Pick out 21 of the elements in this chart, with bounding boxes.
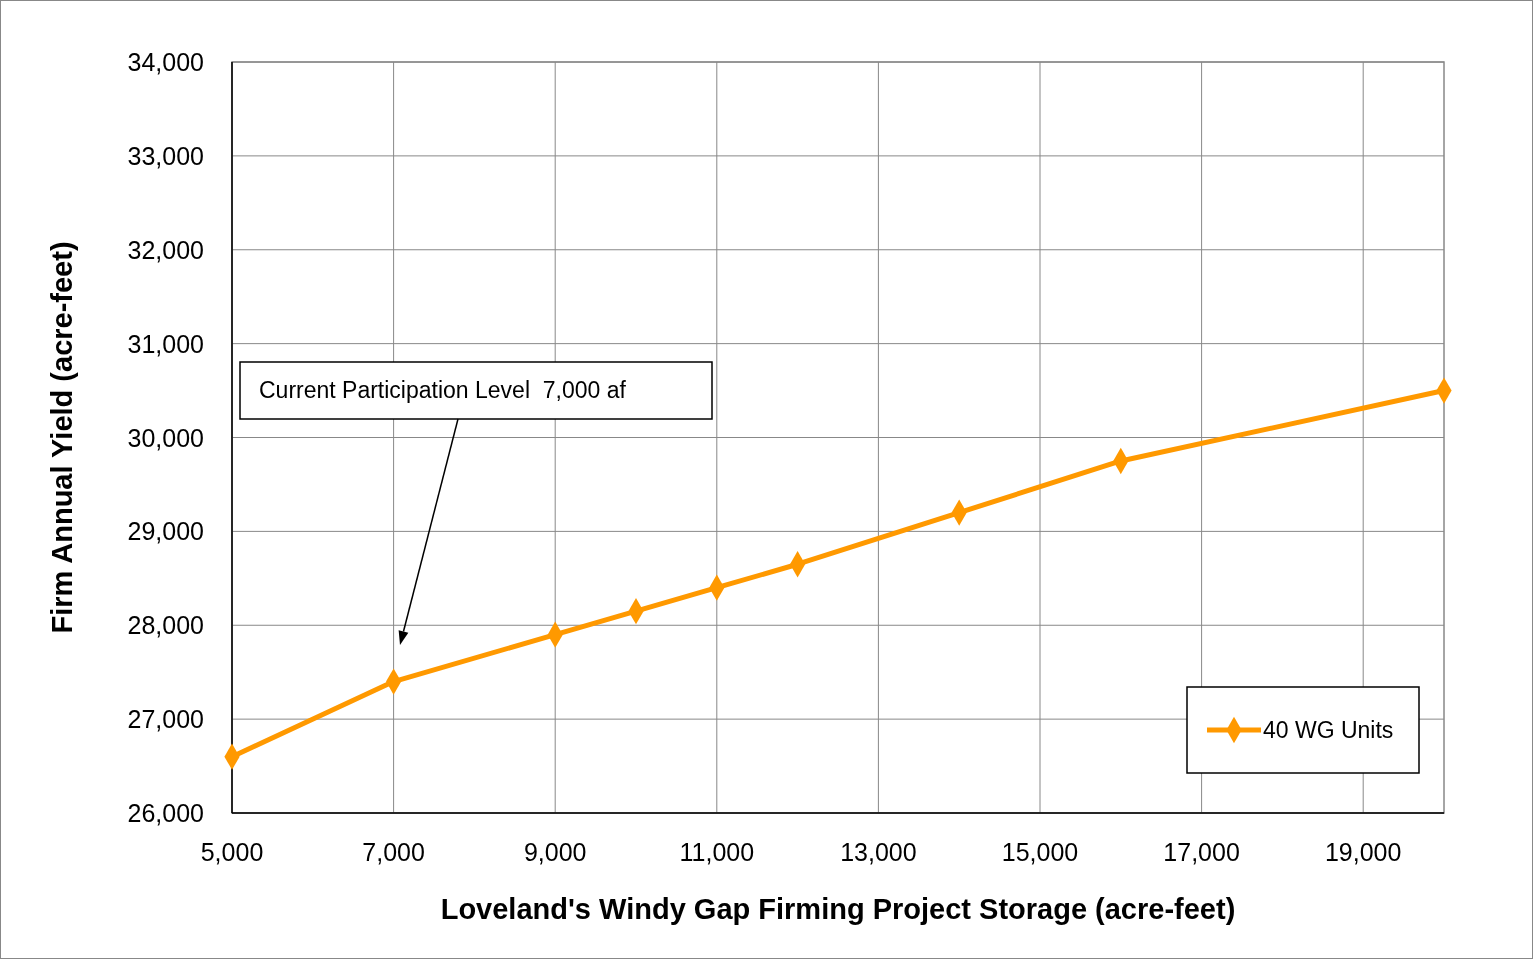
y-axis-title: Firm Annual Yield (acre-feet) (46, 241, 78, 634)
x-tick-label: 7,000 (362, 838, 425, 866)
x-axis-title: Loveland's Windy Gap Firming Project Storage (acre-feet) (440, 893, 1236, 925)
legend-label: 40 WG Units (1263, 717, 1394, 743)
y-tick-label: 32,000 (127, 235, 204, 264)
x-tick-label: 15,000 (1001, 838, 1079, 866)
y-tick-label: 27,000 (127, 705, 204, 734)
y-tick-label: 33,000 (127, 141, 204, 170)
x-tick-label: 11,000 (679, 838, 755, 866)
x-tick-label: 17,000 (1163, 838, 1240, 866)
x-tick-label: 19,000 (1324, 838, 1402, 866)
y-tick-label: 28,000 (127, 611, 204, 640)
y-tick-label: 29,000 (127, 517, 204, 546)
y-tick-label: 26,000 (127, 799, 204, 827)
y-tick-label: 34,000 (127, 48, 204, 76)
annotation: Current Participation Level 7,000 af (259, 377, 627, 403)
y-tick-label: 30,000 (127, 423, 204, 452)
x-tick-label: 5,000 (200, 838, 264, 866)
y-tick-label: 31,000 (127, 329, 204, 358)
x-tick-label: 9,000 (523, 838, 587, 866)
x-tick-label: 13,000 (840, 838, 917, 866)
